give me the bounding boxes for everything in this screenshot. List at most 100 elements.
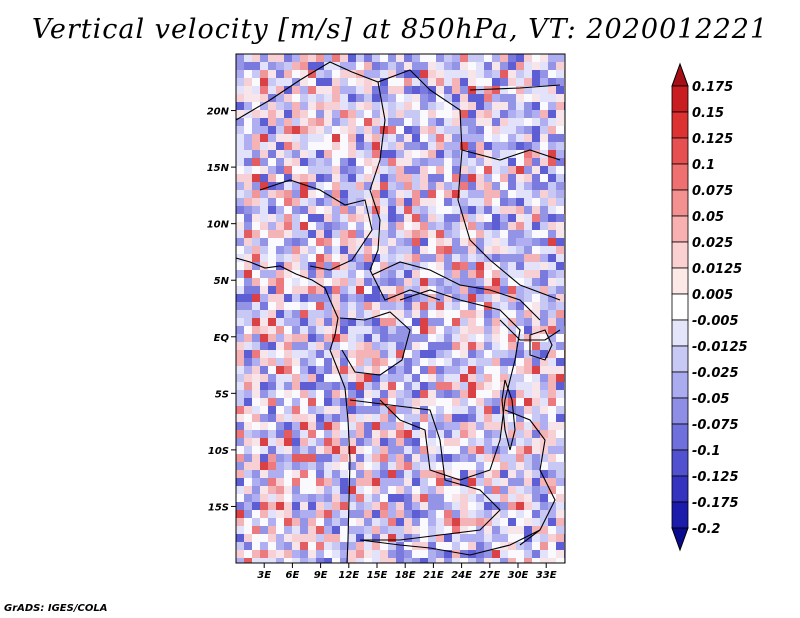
field-cell: [372, 158, 380, 166]
field-cell: [268, 510, 276, 518]
field-cell: [316, 430, 324, 438]
field-cell: [436, 182, 444, 190]
field-cell: [556, 270, 564, 278]
field-cell: [348, 70, 356, 78]
field-cell: [476, 318, 484, 326]
field-cell: [276, 190, 284, 198]
field-cell: [300, 558, 308, 563]
field-cell: [428, 526, 436, 534]
field-cell: [364, 294, 372, 302]
field-cell: [444, 278, 452, 286]
field-cell: [244, 534, 252, 542]
field-cell: [324, 494, 332, 502]
field-cell: [340, 334, 348, 342]
field-cell: [332, 174, 340, 182]
field-cell: [260, 62, 268, 70]
field-cell: [556, 70, 564, 78]
field-cell: [412, 430, 420, 438]
field-cell: [420, 494, 428, 502]
field-cell: [260, 510, 268, 518]
field-cell: [316, 286, 324, 294]
field-cell: [292, 134, 300, 142]
field-cell: [252, 206, 260, 214]
field-cell: [252, 94, 260, 102]
field-cell: [404, 86, 412, 94]
field-cell: [396, 342, 404, 350]
field-cell: [364, 550, 372, 558]
field-cell: [548, 430, 556, 438]
field-cell: [356, 414, 364, 422]
field-cell: [428, 422, 436, 430]
field-cell: [524, 54, 532, 62]
field-cell: [236, 102, 244, 110]
field-cell: [260, 278, 268, 286]
field-cell: [380, 478, 388, 486]
field-cell: [428, 358, 436, 366]
field-cell: [372, 302, 380, 310]
field-cell: [236, 382, 244, 390]
field-cell: [244, 422, 252, 430]
field-cell: [276, 102, 284, 110]
field-cell: [396, 214, 404, 222]
field-cell: [332, 278, 340, 286]
field-cell: [468, 534, 476, 542]
field-cell: [508, 350, 516, 358]
field-cell: [396, 86, 404, 94]
field-cell: [380, 358, 388, 366]
field-cell: [244, 134, 252, 142]
field-cell: [260, 238, 268, 246]
field-cell: [276, 502, 284, 510]
field-cell: [284, 302, 292, 310]
field-cell: [396, 294, 404, 302]
field-cell: [276, 334, 284, 342]
field-cell: [316, 126, 324, 134]
field-cell: [356, 254, 364, 262]
field-cell: [516, 374, 524, 382]
field-cell: [524, 190, 532, 198]
field-cell: [300, 166, 308, 174]
field-cell: [236, 486, 244, 494]
field-cell: [444, 110, 452, 118]
field-cell: [548, 326, 556, 334]
field-cell: [428, 406, 436, 414]
field-cell: [396, 462, 404, 470]
lat-tick-label: EQ: [214, 333, 230, 344]
field-cell: [260, 406, 268, 414]
field-cell: [332, 382, 340, 390]
field-cell: [444, 478, 452, 486]
field-cell: [548, 406, 556, 414]
field-cell: [292, 510, 300, 518]
field-cell: [332, 542, 340, 550]
field-cell: [500, 390, 508, 398]
field-cell: [508, 326, 516, 334]
field-cell: [428, 446, 436, 454]
field-cell: [356, 134, 364, 142]
field-cell: [388, 390, 396, 398]
field-cell: [556, 414, 564, 422]
field-cell: [356, 470, 364, 478]
field-cell: [252, 526, 260, 534]
field-cell: [484, 86, 492, 94]
field-cell: [492, 494, 500, 502]
field-cell: [388, 510, 396, 518]
field-cell: [476, 310, 484, 318]
field-cell: [372, 110, 380, 118]
field-cell: [356, 198, 364, 206]
field-cell: [476, 126, 484, 134]
field-cell: [460, 206, 468, 214]
field-cell: [484, 510, 492, 518]
field-cell: [340, 158, 348, 166]
field-cell: [300, 222, 308, 230]
field-cell: [532, 510, 540, 518]
field-cell: [244, 102, 252, 110]
field-cell: [532, 294, 540, 302]
field-cell: [484, 230, 492, 238]
field-cell: [292, 190, 300, 198]
field-cell: [524, 390, 532, 398]
coastline-west: [236, 257, 351, 563]
field-cell: [436, 326, 444, 334]
field-cell: [388, 158, 396, 166]
field-cell: [244, 454, 252, 462]
field-cell: [364, 286, 372, 294]
field-cell: [500, 86, 508, 94]
